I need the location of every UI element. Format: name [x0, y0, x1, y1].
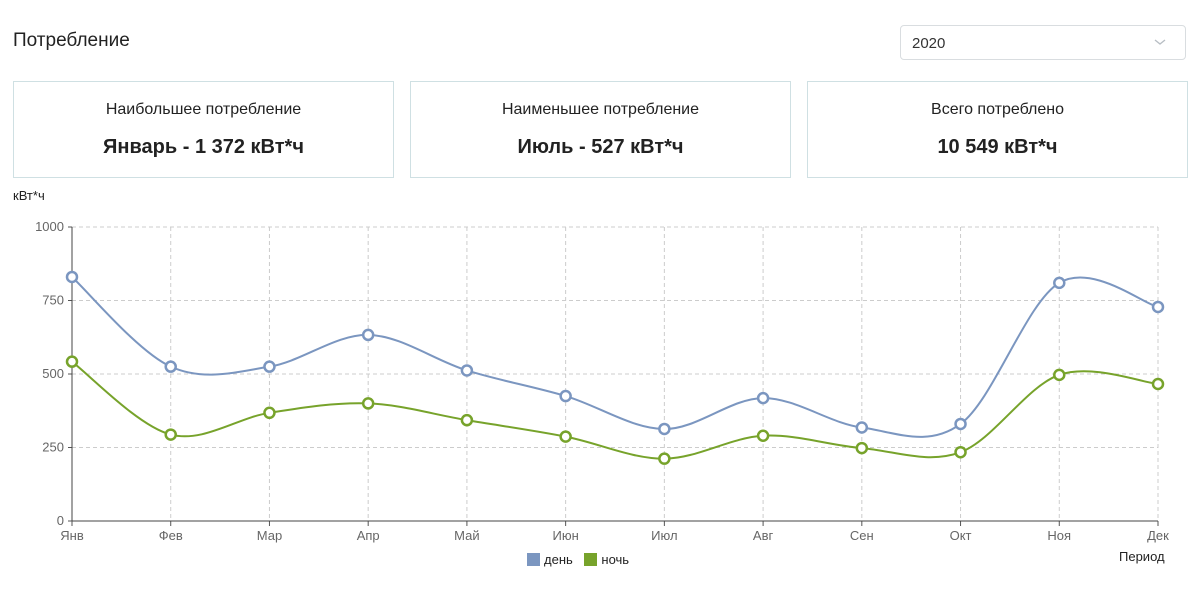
data-point-day: [954, 417, 967, 431]
legend-swatch-night: [584, 553, 598, 566]
legend-label-night: ночь: [601, 552, 630, 567]
x-axis-title: Период: [1119, 549, 1165, 564]
legend-swatch-day: [527, 553, 540, 566]
card-max-label: Наибольшее потребление: [105, 101, 302, 118]
data-point-night: [1151, 377, 1165, 391]
data-point-night: [361, 397, 375, 410]
card-min-label: Наименьшее потребление: [501, 101, 700, 118]
data-point-night: [65, 355, 79, 368]
data-point-day: [460, 364, 474, 377]
y-tick-label: 750: [42, 293, 64, 308]
y-axis-title: кВт*ч: [13, 188, 45, 203]
x-tick-label: Июл: [651, 528, 677, 543]
data-point-night: [460, 413, 474, 427]
x-tick-label: Окт: [950, 528, 972, 543]
x-tick-label: Сен: [850, 528, 874, 543]
x-tick-label: Янв: [60, 528, 84, 543]
page-title: Потребление: [13, 30, 130, 51]
series-line-day: [71, 276, 1159, 438]
data-point-day: [263, 360, 276, 373]
y-tick-label: 500: [42, 366, 64, 381]
data-point-day: [559, 389, 572, 403]
data-point-night: [756, 429, 770, 442]
card-min-consumption: Наименьшее потребление Июль - 527 кВт*ч: [410, 81, 791, 178]
legend-label-day: день: [544, 552, 573, 567]
card-max-value: Январь - 1 372 кВт*ч: [103, 136, 304, 158]
x-tick-label: Июн: [552, 528, 578, 543]
data-point-day: [65, 270, 79, 284]
data-point-day: [756, 391, 770, 405]
x-tick-label: Дек: [1147, 528, 1169, 543]
chevron-down-icon: [1154, 39, 1166, 45]
y-tick-label: 1000: [35, 219, 64, 234]
card-max-consumption: Наибольшее потребление Январь - 1 372 кВ…: [13, 81, 394, 178]
data-point-night: [164, 428, 177, 441]
x-tick-label: Мар: [257, 528, 282, 543]
legend-item-night[interactable]: ночь: [584, 552, 629, 567]
chart-legend: день ночь: [527, 552, 637, 567]
data-point-night: [263, 406, 276, 420]
x-tick-label: Май: [454, 528, 479, 543]
y-tick-label: 0: [57, 513, 64, 528]
x-tick-label: Фев: [159, 528, 183, 543]
data-point-night: [658, 452, 671, 465]
card-min-value: Июль - 527 кВт*ч: [517, 136, 684, 158]
card-total-value: 10 549 кВт*ч: [937, 136, 1058, 158]
year-select-value: 2020: [912, 35, 946, 52]
data-point-day: [1053, 276, 1066, 290]
series-line-night: [71, 360, 1159, 460]
data-point-night: [954, 445, 967, 459]
data-point-day: [164, 360, 177, 373]
data-point-night: [855, 441, 869, 455]
data-point-day: [855, 421, 869, 434]
legend-item-day[interactable]: день: [527, 552, 573, 567]
y-tick-label: 250: [42, 440, 64, 455]
data-point-day: [658, 422, 671, 436]
card-total-consumption: Всего потреблено 10 549 кВт*ч: [807, 81, 1188, 178]
card-total-label: Всего потреблено: [931, 101, 1064, 118]
data-point-day: [361, 328, 375, 342]
x-tick-label: Апр: [357, 528, 380, 543]
year-select[interactable]: 2020: [900, 25, 1186, 60]
data-point-night: [1053, 368, 1066, 382]
data-point-night: [559, 430, 572, 443]
x-tick-label: Ноя: [1047, 528, 1071, 543]
data-point-day: [1151, 300, 1165, 314]
x-tick-label: Авг: [753, 528, 774, 543]
